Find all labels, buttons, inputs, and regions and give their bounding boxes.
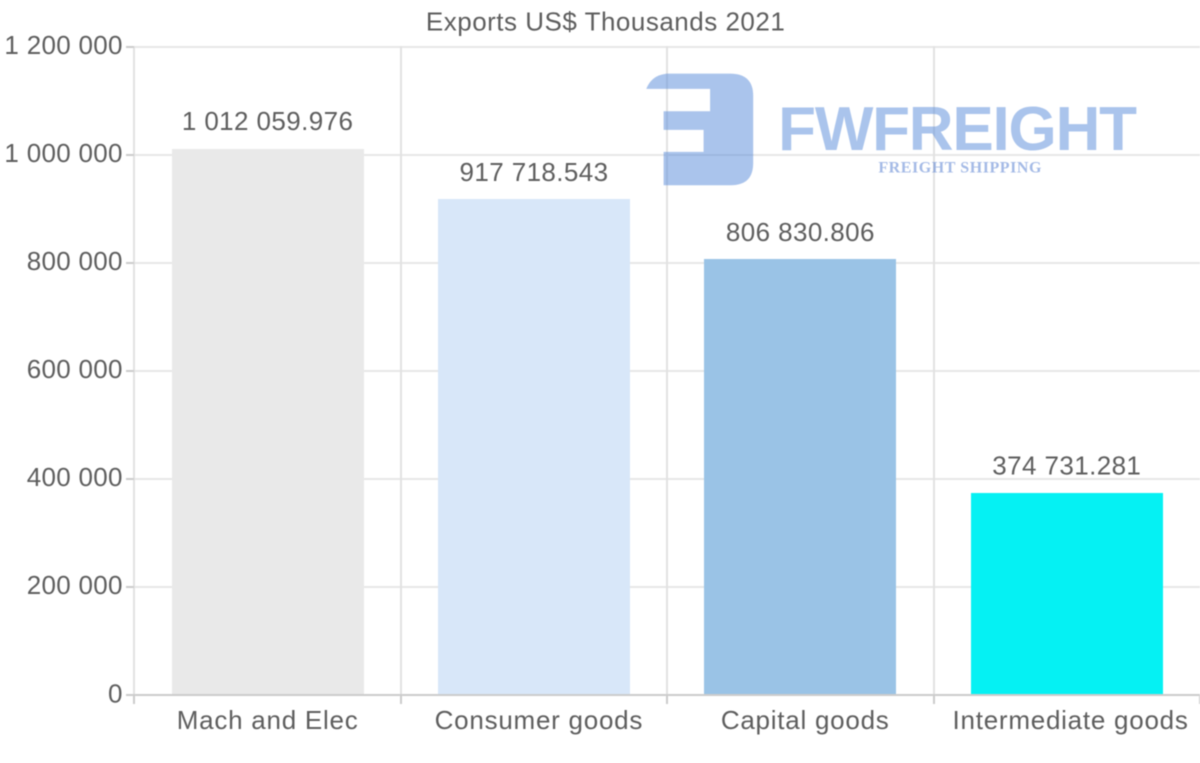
svg-text:Intermediate goods: Intermediate goods [953, 705, 1189, 735]
svg-text:200 000: 200 000 [27, 570, 123, 600]
svg-text:917 718.543: 917 718.543 [460, 157, 609, 187]
svg-text:FWFREIGHT: FWFREIGHT [778, 95, 1137, 164]
svg-text:Consumer goods: Consumer goods [435, 705, 644, 735]
svg-text:1 200 000: 1 200 000 [4, 30, 122, 60]
svg-text:806 830.806: 806 830.806 [726, 217, 875, 247]
svg-text:Capital goods: Capital goods [721, 705, 890, 735]
svg-text:FREIGHT SHIPPING: FREIGHT SHIPPING [878, 159, 1042, 176]
svg-text:0: 0 [108, 678, 123, 708]
svg-text:1 012 059.976: 1 012 059.976 [182, 106, 353, 136]
svg-text:800 000: 800 000 [27, 246, 123, 276]
svg-text:374 731.281: 374 731.281 [992, 451, 1141, 481]
svg-text:Mach and Elec: Mach and Elec [177, 705, 359, 735]
svg-text:Exports US$ Thousands 2021: Exports US$ Thousands 2021 [426, 7, 785, 37]
svg-text:400 000: 400 000 [27, 462, 123, 492]
svg-text:1 000 000: 1 000 000 [4, 138, 122, 168]
svg-text:600 000: 600 000 [27, 354, 123, 384]
